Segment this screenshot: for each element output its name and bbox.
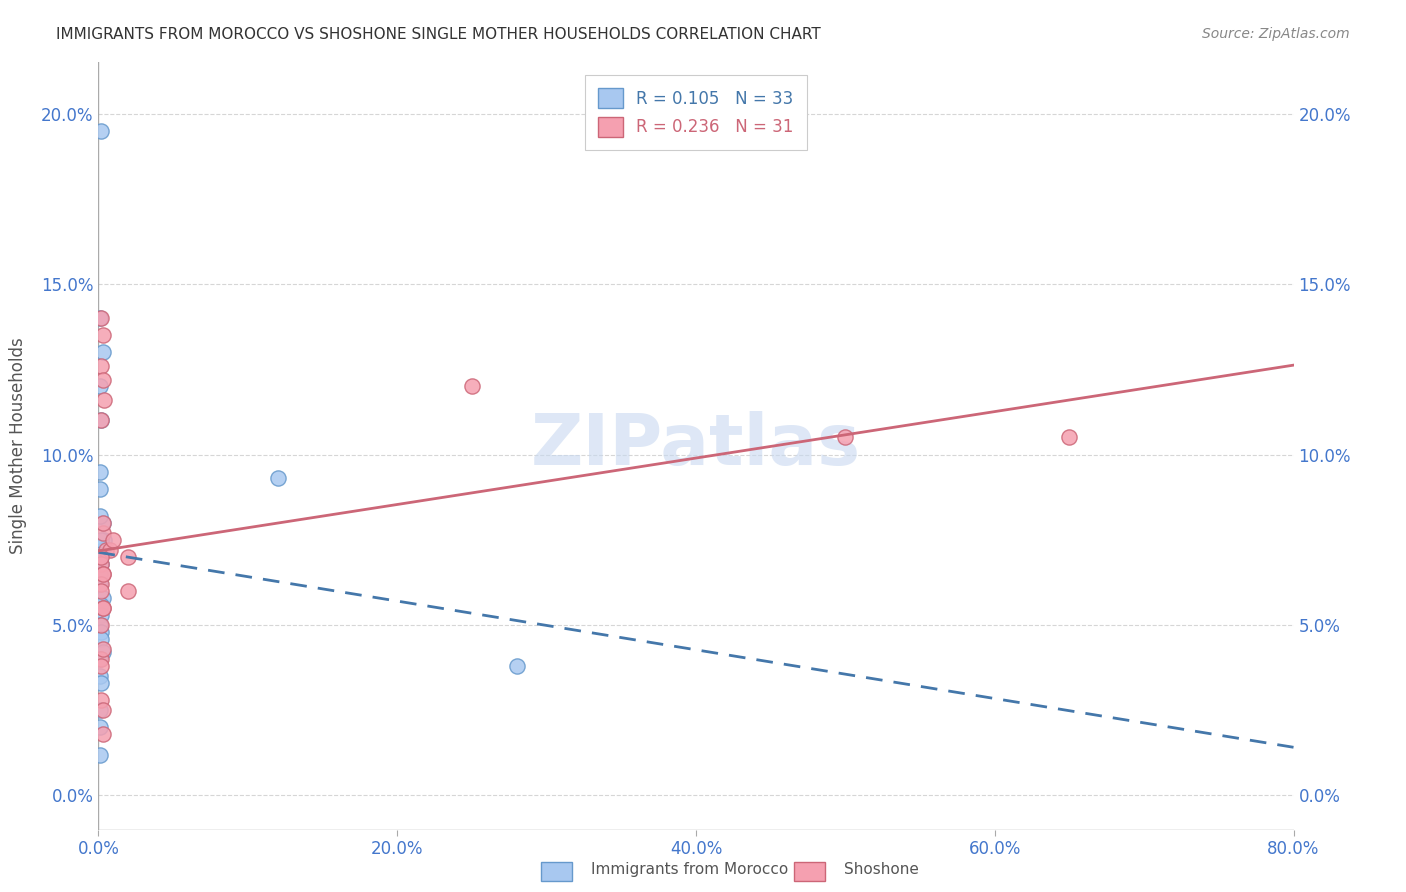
- Point: [89, 311, 111, 326]
- Point: [91, 601, 114, 615]
- Point: [90, 533, 112, 547]
- Point: [90, 413, 112, 427]
- Point: [90, 557, 112, 571]
- Point: [91, 727, 114, 741]
- Point: [90, 624, 112, 639]
- Point: [90, 557, 112, 571]
- Point: [94, 543, 117, 558]
- Point: [91, 703, 114, 717]
- Point: [90, 549, 112, 564]
- Point: [506, 659, 529, 673]
- Point: [89, 747, 111, 762]
- Point: [89, 465, 111, 479]
- Point: [89, 549, 111, 564]
- Point: [90, 659, 112, 673]
- Point: [90, 359, 112, 373]
- Legend: R = 0.105   N = 33, R = 0.236   N = 31: R = 0.105 N = 33, R = 0.236 N = 31: [585, 75, 807, 150]
- Point: [90, 577, 112, 591]
- Point: [89, 549, 111, 564]
- Point: [90, 413, 112, 427]
- Point: [91, 345, 114, 359]
- Point: [89, 720, 111, 734]
- Point: [91, 543, 114, 558]
- Point: [91, 645, 114, 659]
- Point: [90, 540, 112, 554]
- Point: [91, 601, 114, 615]
- Text: IMMIGRANTS FROM MOROCCO VS SHOSHONE SINGLE MOTHER HOUSEHOLDS CORRELATION CHART: IMMIGRANTS FROM MOROCCO VS SHOSHONE SING…: [56, 27, 821, 42]
- Point: [89, 577, 111, 591]
- Point: [91, 516, 114, 530]
- Point: [91, 641, 114, 656]
- Point: [91, 566, 114, 581]
- Text: Shoshone: Shoshone: [844, 863, 918, 877]
- Point: [91, 516, 114, 530]
- Point: [89, 379, 111, 393]
- Point: [89, 703, 111, 717]
- Text: Source: ZipAtlas.com: Source: ZipAtlas.com: [1202, 27, 1350, 41]
- Point: [90, 311, 112, 326]
- Point: [90, 618, 112, 632]
- Point: [89, 508, 111, 523]
- Point: [91, 525, 114, 540]
- Point: [267, 471, 290, 485]
- Point: [90, 693, 112, 707]
- Point: [90, 676, 112, 690]
- Point: [93, 392, 115, 407]
- Point: [89, 652, 111, 666]
- Point: [90, 652, 112, 666]
- Text: ZIPatlas: ZIPatlas: [531, 411, 860, 481]
- Point: [117, 549, 139, 564]
- Point: [93, 533, 115, 547]
- Point: [834, 430, 856, 444]
- Point: [90, 123, 112, 137]
- Point: [91, 566, 114, 581]
- Y-axis label: Single Mother Households: Single Mother Households: [10, 338, 27, 554]
- Point: [103, 533, 125, 547]
- Point: [91, 328, 114, 343]
- Point: [117, 583, 139, 598]
- Point: [90, 583, 112, 598]
- Point: [90, 607, 112, 622]
- Point: [98, 543, 122, 558]
- Point: [461, 379, 484, 393]
- Point: [91, 372, 114, 386]
- Point: [90, 632, 112, 646]
- Text: Immigrants from Morocco: Immigrants from Morocco: [591, 863, 787, 877]
- Point: [89, 669, 111, 683]
- Point: [91, 591, 114, 605]
- Point: [89, 482, 111, 496]
- Point: [90, 598, 112, 612]
- Point: [1059, 430, 1081, 444]
- Point: [89, 618, 111, 632]
- Point: [89, 566, 111, 581]
